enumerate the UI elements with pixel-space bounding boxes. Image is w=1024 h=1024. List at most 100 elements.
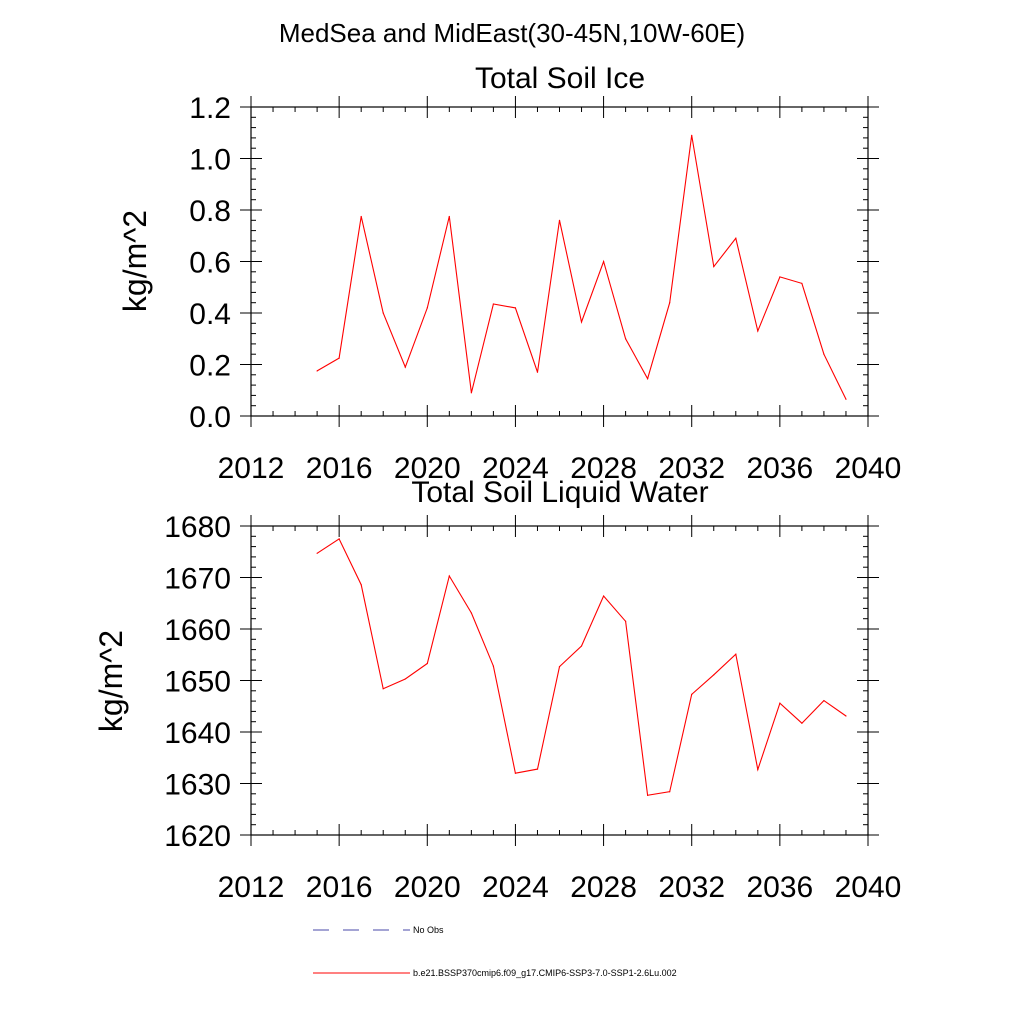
data-point: [845, 398, 847, 400]
data-point: [382, 312, 384, 314]
axis-ticks: [240, 96, 879, 427]
y-tick-label: 0.8: [189, 195, 231, 228]
x-tick-label: 2028: [570, 871, 637, 904]
y-tick-label: 1660: [164, 614, 231, 647]
data-point: [845, 715, 847, 717]
x-tick-label: 2040: [835, 871, 902, 904]
data-point: [779, 276, 781, 278]
legend-label-model-run: b.e21.BSSP370cmip6.f09_g17.CMIP6-SSP3-7.…: [413, 968, 677, 978]
plot-frame: [250, 106, 869, 417]
y-tick-label: 0.2: [189, 350, 231, 383]
panel-title: Total Soil Ice: [475, 62, 645, 95]
panel-soil-ice: Total Soil Ice kg/m^2 2012 2016 2020 2024 20…: [117, 62, 901, 485]
data-point: [426, 307, 428, 309]
x-tick-label: 2012: [218, 871, 285, 904]
data-point: [625, 620, 627, 622]
figure-title: MedSea and MidEast(30-45N,10W-60E): [279, 18, 745, 48]
data-point: [404, 366, 406, 368]
y-tick-label: 0.4: [189, 298, 231, 331]
data-point: [779, 702, 781, 704]
series-line: [316, 135, 847, 400]
y-tick-label: 0.0: [189, 401, 231, 434]
x-tick-label: 2036: [746, 452, 813, 485]
y-axis-label: kg/m^2: [117, 210, 153, 312]
data-point: [492, 303, 494, 305]
data-point: [426, 662, 428, 665]
data-point: [823, 699, 825, 702]
x-tick-label: 2024: [482, 452, 549, 485]
data-point: [801, 722, 803, 724]
data-point: [470, 612, 472, 614]
series-line: [316, 538, 847, 796]
y-tick-label: 1.2: [189, 92, 231, 125]
x-tick-label: 2020: [394, 452, 461, 485]
x-tick-label: 2016: [306, 452, 373, 485]
data-point: [735, 653, 737, 655]
data-point: [647, 378, 649, 380]
y-tick-label: 1650: [164, 666, 231, 699]
data-point: [691, 134, 693, 136]
x-tick-label: 2012: [218, 452, 285, 485]
data-point: [691, 693, 693, 696]
y-axis-label: kg/m^2: [93, 630, 129, 732]
y-tick-label: 1620: [164, 820, 231, 853]
data-point: [536, 768, 539, 770]
legend: No Obs b.e21.BSSP370cmip6.f09_g17.CMIP6-…: [313, 925, 677, 978]
x-tick-label: 2036: [746, 871, 813, 904]
data-point: [669, 791, 671, 793]
data-point: [558, 665, 561, 668]
data-point: [382, 688, 384, 690]
data-point: [360, 215, 362, 218]
x-tick-label: 2016: [306, 871, 373, 904]
data-point: [536, 371, 539, 373]
x-tick-label: 2032: [658, 452, 725, 485]
y-tick-label: 1670: [164, 563, 231, 596]
data-point: [602, 260, 605, 263]
x-tick-label: 2024: [482, 871, 549, 904]
data-point: [404, 678, 406, 680]
data-point: [602, 595, 605, 597]
data-point: [316, 370, 318, 372]
y-tick-label: 0.6: [189, 247, 231, 280]
plot-frame: [250, 525, 869, 836]
axis-tick-labels: 2012 2016 2020 2024 2028 2032 2036 2040 1620 1630…: [164, 511, 901, 904]
data-point: [580, 321, 583, 323]
data-point: [470, 392, 472, 394]
series-group: [316, 134, 847, 400]
data-point: [713, 674, 715, 676]
x-tick-label: 2040: [835, 452, 902, 485]
data-point: [647, 794, 649, 796]
series-group: [316, 538, 847, 796]
panel-title: Total Soil Liquid Water: [411, 476, 708, 509]
data-point: [757, 768, 759, 771]
data-point: [625, 338, 627, 340]
data-point: [669, 302, 671, 304]
data-point: [514, 772, 517, 774]
data-point: [735, 237, 737, 239]
data-point: [448, 215, 450, 218]
data-point: [360, 584, 362, 586]
data-point: [338, 538, 340, 540]
data-point: [713, 266, 715, 268]
data-point: [757, 330, 759, 332]
data-point: [316, 552, 318, 554]
data-point: [558, 219, 561, 221]
y-tick-label: 1.0: [189, 144, 231, 177]
data-point: [823, 353, 825, 355]
y-tick-label: 1640: [164, 717, 231, 750]
axis-tick-labels: 2012 2016 2020 2024 2028 2032 2036 2040 0.0 0.2 0.…: [189, 92, 901, 485]
axis-ticks: [240, 515, 879, 846]
y-tick-label: 1630: [164, 769, 231, 802]
x-tick-label: 2032: [658, 871, 725, 904]
legend-label-no-obs: No Obs: [413, 925, 444, 935]
panel-soil-liquid-water: Total Soil Liquid Water kg/m^2 2012 2016 2…: [93, 476, 901, 904]
x-tick-label: 2028: [570, 452, 637, 485]
data-point: [514, 307, 517, 309]
y-tick-label: 1680: [164, 511, 231, 544]
data-point: [448, 575, 450, 577]
x-tick-label: 2020: [394, 871, 461, 904]
data-point: [580, 645, 583, 647]
data-point: [338, 357, 340, 359]
data-point: [492, 665, 494, 667]
